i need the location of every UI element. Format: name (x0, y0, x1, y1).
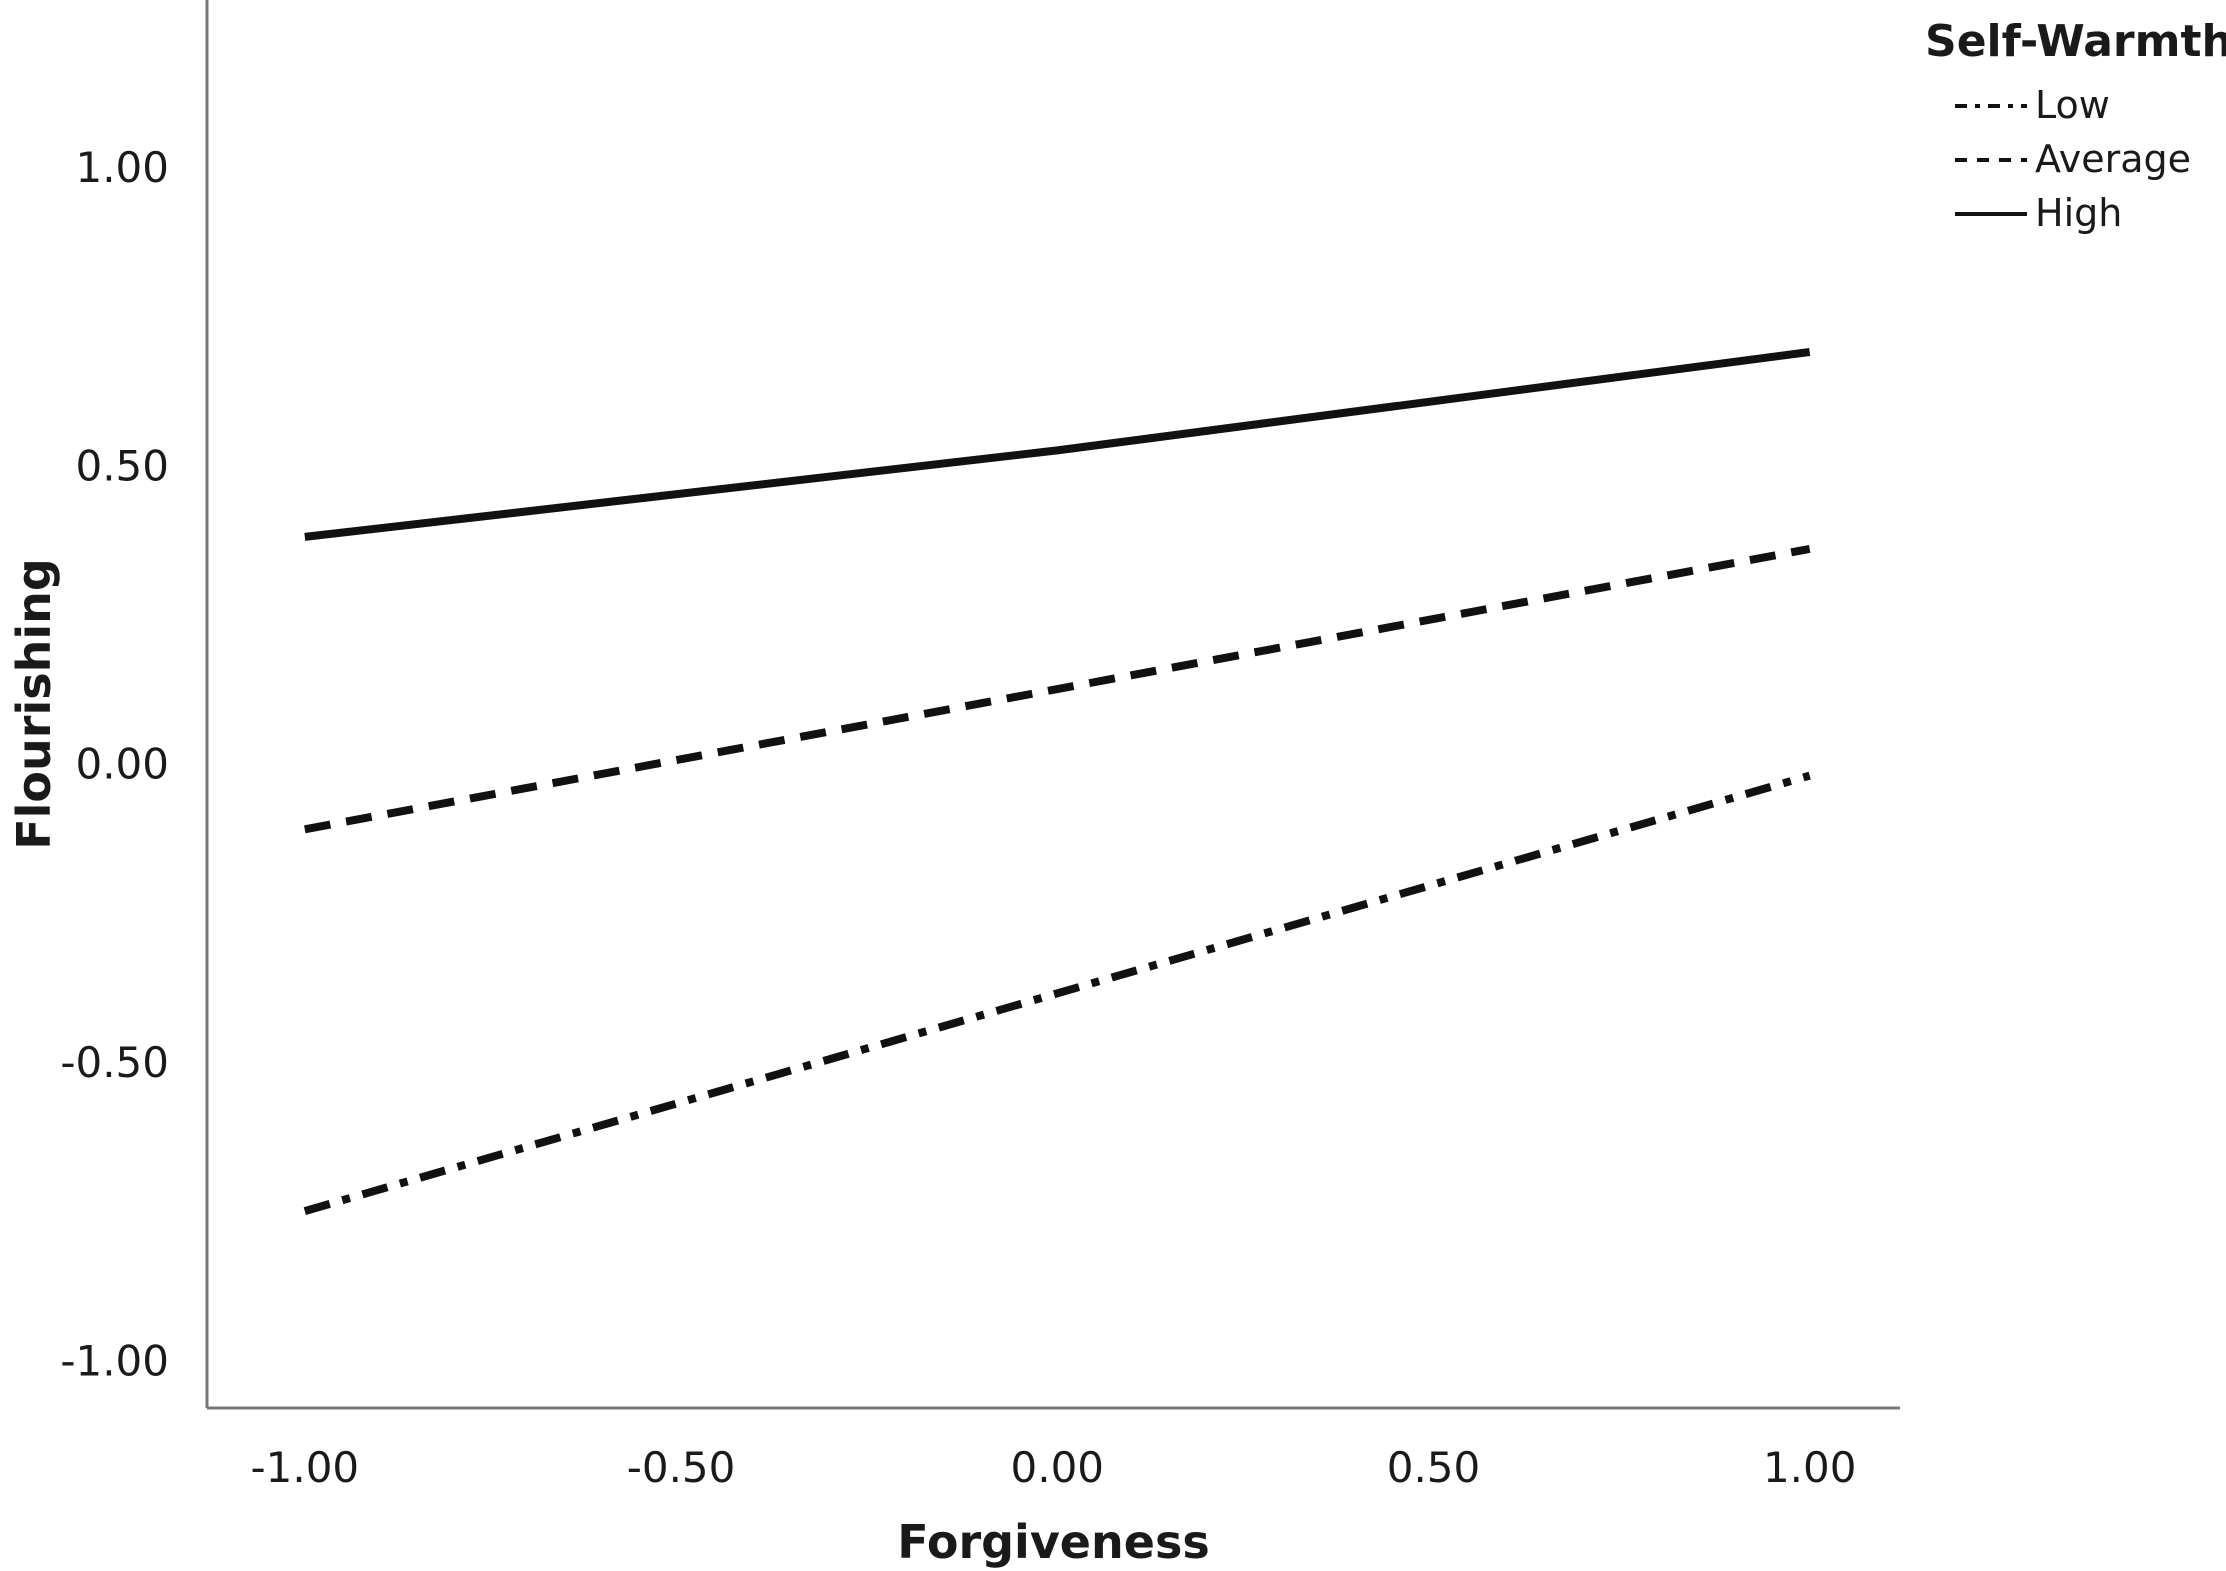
x-tick-label: 1.00 (1763, 1443, 1857, 1492)
x-tick-label: 0.00 (1011, 1443, 1105, 1492)
x-tick-labels: -1.00 -0.50 0.00 0.50 1.00 (250, 1443, 1856, 1492)
legend-label: Average (2035, 137, 2191, 181)
legend-item-average: Average (1955, 137, 2191, 181)
series-line-average (304, 544, 1811, 834)
y-tick-label: 0.50 (75, 441, 169, 490)
legend-label: Low (2035, 83, 2110, 127)
axes (205, 0, 1900, 1410)
x-tick-label: -0.50 (627, 1443, 736, 1492)
y-tick-labels: -1.00 -0.50 0.00 0.50 1.00 (60, 143, 169, 1385)
series-line-low (303, 771, 1811, 1215)
y-axis-title: Flourishing (7, 558, 61, 850)
series-line-high (304, 348, 1811, 541)
y-tick-label: 1.00 (75, 143, 169, 192)
x-tick-label: -1.00 (250, 1443, 359, 1492)
legend: Self-Warmth Low Average High (1925, 16, 2226, 235)
legend-item-low: Low (1955, 83, 2110, 127)
x-tick-label: 0.50 (1387, 1443, 1481, 1492)
legend-items: Low Average High (1955, 83, 2191, 235)
x-axis-title: Forgiveness (897, 1515, 1209, 1569)
y-tick-label: -1.00 (60, 1336, 169, 1385)
y-tick-label: -0.50 (60, 1038, 169, 1087)
legend-title: Self-Warmth (1925, 16, 2226, 67)
legend-item-high: High (1955, 191, 2122, 235)
series-lines (303, 348, 1811, 1215)
y-tick-label: 0.00 (75, 740, 169, 789)
legend-label: High (2035, 191, 2122, 235)
